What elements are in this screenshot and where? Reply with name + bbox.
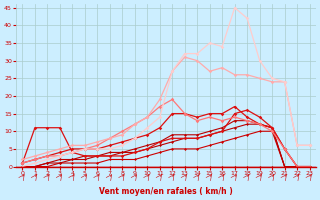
X-axis label: Vent moyen/en rafales ( km/h ): Vent moyen/en rafales ( km/h ) [99, 187, 233, 196]
